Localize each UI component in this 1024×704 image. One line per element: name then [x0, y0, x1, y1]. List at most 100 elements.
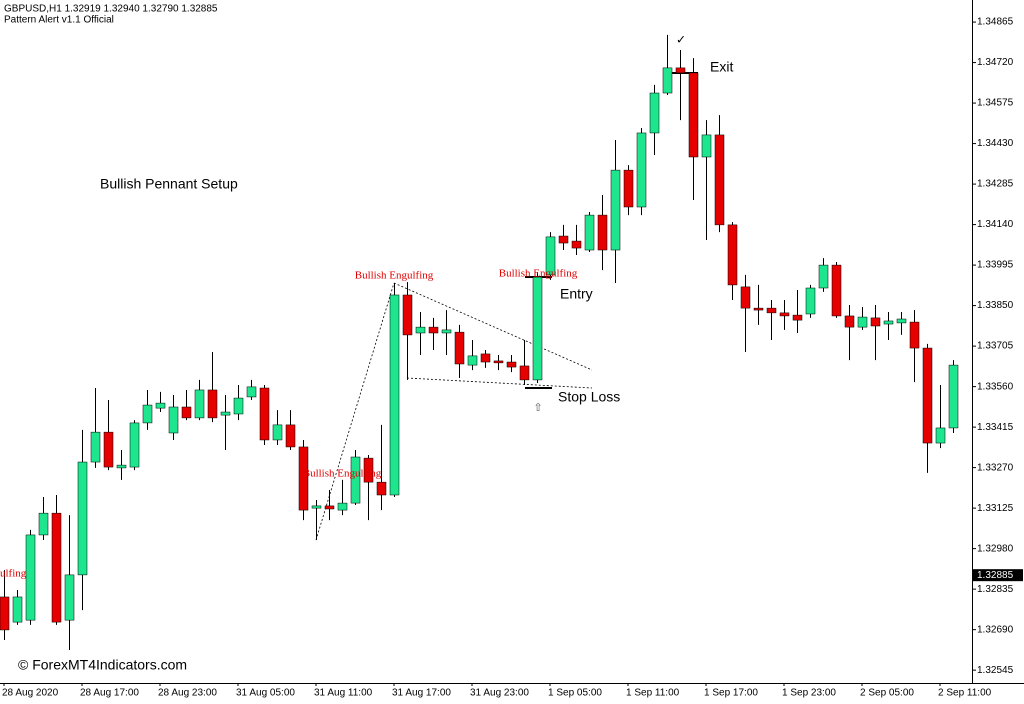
annotation: Entry	[560, 286, 593, 302]
labels: Bullish Pennant Setup Bullish Engulfing Bu…	[0, 33, 733, 673]
candle-body	[545, 236, 556, 276]
candle-body	[389, 294, 400, 496]
annotation: Stop Loss	[558, 389, 620, 405]
candle-body	[909, 321, 920, 349]
candle-body	[727, 224, 738, 286]
candle-body	[25, 534, 36, 621]
candle-body	[480, 353, 491, 363]
candle-body	[168, 406, 179, 434]
candle-body	[90, 431, 101, 463]
indicator-name: Pattern Alert v1.1 Official	[4, 15, 114, 26]
y-tick-label: 1.33415	[977, 422, 1014, 433]
last-price-box	[973, 569, 1023, 582]
candle-body	[324, 505, 335, 510]
annotation: Bullish Pennant Setup	[100, 176, 238, 192]
x-tick-label: 2 Sep 05:00	[860, 688, 914, 699]
y-tick-label: 1.33705	[977, 341, 1014, 352]
annotation: Bullish Engulfing	[0, 568, 27, 580]
candle-body	[116, 464, 127, 469]
candle-body	[298, 446, 309, 511]
x-tick-label: 28 Aug 2020	[2, 688, 59, 699]
candle-body	[103, 431, 114, 468]
candle-body	[363, 457, 374, 483]
candle-body	[532, 276, 543, 381]
candle-body	[38, 512, 49, 536]
x-tick-label: 31 Aug 17:00	[392, 688, 451, 699]
y-tick-label: 1.32980	[977, 543, 1014, 554]
y-tick-label: 1.34575	[977, 98, 1014, 109]
y-tick-label: 1.33995	[977, 260, 1014, 271]
candle-body	[12, 596, 23, 623]
candle-body	[779, 312, 790, 317]
candle-body	[792, 314, 803, 321]
candle-body	[610, 169, 621, 251]
candle-body	[233, 397, 244, 415]
candle-body	[207, 389, 218, 419]
candle-body	[948, 364, 959, 429]
y-tick-label: 1.32690	[977, 624, 1014, 635]
candle-body	[857, 316, 868, 328]
last-price-label: 1.32885	[977, 570, 1014, 581]
candle-body	[805, 287, 816, 315]
candle-body	[740, 286, 751, 309]
candle-body	[623, 169, 634, 208]
x-tick-label: 31 Aug 23:00	[470, 688, 529, 699]
candle-body	[467, 355, 478, 366]
candle-body	[259, 387, 270, 441]
candle-body	[662, 67, 673, 94]
x-tick-label: 2 Sep 11:00	[938, 688, 992, 699]
y-tick-label: 1.34140	[977, 219, 1014, 230]
candle-body	[454, 331, 465, 365]
x-tick-label: 1 Sep 17:00	[704, 688, 758, 699]
candle-body	[51, 512, 62, 623]
annotation: ⇧	[533, 401, 542, 414]
candle-body	[571, 240, 582, 249]
candle-body	[246, 386, 257, 398]
candle-body	[506, 361, 517, 368]
candle-body	[181, 406, 192, 419]
candle-body	[285, 424, 296, 448]
y-tick-label: 1.32545	[977, 665, 1014, 676]
y-tick-label: 1.34720	[977, 57, 1014, 68]
x-tick-label: 28 Aug 23:00	[158, 688, 217, 699]
candle-body	[649, 92, 660, 134]
candle-body	[77, 461, 88, 576]
candle-body	[350, 456, 361, 504]
annotation: © ForexMT4Indicators.com	[18, 657, 187, 673]
x-tick-label: 31 Aug 11:00	[314, 688, 373, 699]
candle-body	[675, 67, 686, 74]
candle-body	[818, 264, 829, 289]
candle-body	[376, 481, 387, 496]
candle-body	[935, 427, 946, 444]
candle-body	[883, 320, 894, 325]
candle-body	[922, 347, 933, 444]
candle-body	[220, 411, 231, 416]
x-tick-label: 1 Sep 11:00	[626, 688, 680, 699]
candle-body	[142, 404, 153, 424]
candle-body	[844, 315, 855, 328]
annotation: ✓	[676, 33, 686, 47]
y-tick-label: 1.32835	[977, 584, 1014, 595]
candle-body	[441, 329, 452, 334]
candle-body	[558, 235, 569, 244]
candle-body	[636, 132, 647, 208]
candle-body	[64, 574, 75, 621]
candle-body	[519, 365, 530, 381]
candle-body	[701, 134, 712, 158]
candle-body	[155, 402, 166, 409]
candle-body	[753, 307, 764, 311]
annotation: Bullish Engulfing	[499, 268, 578, 280]
y-tick-label: 1.33560	[977, 381, 1014, 392]
header: GBPUSD,H1 1.32919 1.32940 1.32790 1.3288…	[4, 4, 218, 15]
y-tick-label: 1.34430	[977, 138, 1014, 149]
candle-body	[0, 596, 10, 631]
candle-body	[428, 326, 439, 334]
candle-body	[415, 326, 426, 334]
candle-body	[493, 360, 504, 364]
candle-body	[129, 422, 140, 468]
candle-body	[584, 214, 595, 251]
y-tick-label: 1.33270	[977, 462, 1014, 473]
candle-body	[714, 134, 725, 226]
